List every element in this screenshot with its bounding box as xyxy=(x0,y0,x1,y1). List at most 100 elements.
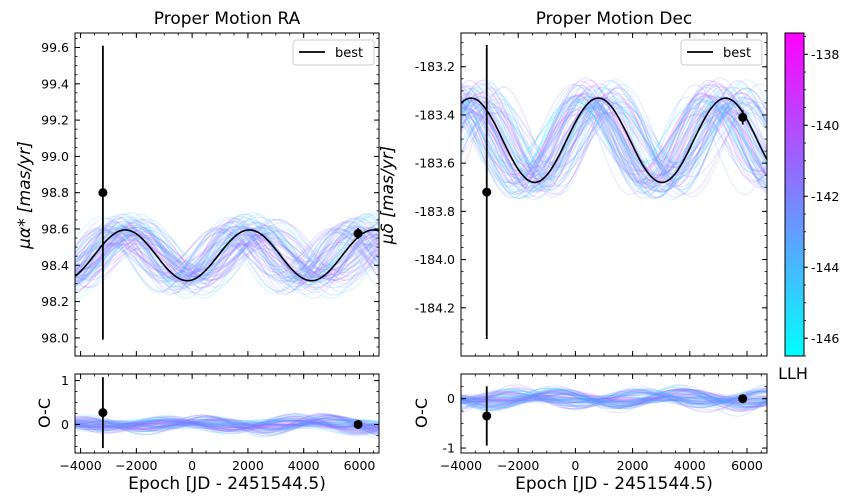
sample-curve xyxy=(75,228,379,275)
sample-curve xyxy=(75,228,379,296)
oc-sample-curve xyxy=(461,387,767,409)
sample-curve xyxy=(461,79,767,188)
sample-curve xyxy=(75,222,379,283)
sample-curve xyxy=(75,230,379,288)
dec-oc-data-points xyxy=(482,386,748,446)
oc-sample-curve xyxy=(461,396,767,406)
oc-sample-curve xyxy=(75,418,379,430)
oc-sample-curve xyxy=(461,396,767,405)
dec-data-points xyxy=(482,45,748,340)
sample-curve xyxy=(75,231,379,274)
oc-sample-curve xyxy=(75,414,379,434)
oc-sample-curve xyxy=(461,392,767,410)
colorbar-tick-label: -146 xyxy=(811,331,839,346)
sample-curve xyxy=(461,77,767,188)
oc-sample-curve xyxy=(461,389,767,410)
oc-sample-curve xyxy=(75,417,379,429)
oc-sample-curve xyxy=(75,418,379,429)
sample-curve xyxy=(75,224,379,284)
oc-sample-curve xyxy=(75,412,379,436)
sample-curve xyxy=(75,232,379,271)
sample-curve xyxy=(461,114,767,176)
oc-sample-curve xyxy=(461,389,767,405)
ra-oc-data-points xyxy=(98,377,363,449)
oc-sample-curve xyxy=(75,422,379,426)
colorbar-tick-label: -144 xyxy=(811,260,839,275)
sample-curve xyxy=(461,108,767,187)
y-tick-label: 0 xyxy=(447,391,455,406)
sample-curve xyxy=(461,91,767,180)
sample-curve xyxy=(75,224,379,276)
sample-curve xyxy=(461,102,767,164)
oc-sample-curve xyxy=(461,394,767,404)
oc-sample-curve xyxy=(461,395,767,403)
oc-sample-curve xyxy=(461,389,767,412)
oc-sample-curve xyxy=(461,390,767,406)
oc-sample-curve xyxy=(75,418,379,428)
oc-sample-curve xyxy=(75,418,379,431)
oc-sample-curve xyxy=(461,386,767,412)
sample-curve xyxy=(461,86,767,199)
sample-curve xyxy=(75,226,379,270)
oc-sample-curve xyxy=(461,387,767,406)
oc-sample-curve xyxy=(75,422,379,431)
sample-curve xyxy=(75,232,379,285)
sample-curve xyxy=(461,106,767,182)
oc-sample-curve xyxy=(461,390,767,405)
x-tick-label: −2000 xyxy=(497,458,539,473)
sample-curve xyxy=(461,102,767,166)
sample-curve xyxy=(461,112,767,185)
oc-sample-curve xyxy=(75,417,379,434)
sample-curve xyxy=(75,226,379,281)
y-tick-label: -1 xyxy=(443,441,455,456)
sample-curve xyxy=(461,95,767,187)
sample-curve xyxy=(461,98,767,184)
sample-curve xyxy=(461,94,767,185)
sample-curve xyxy=(75,221,379,293)
oc-sample-curve xyxy=(461,389,767,410)
data-point xyxy=(353,229,363,239)
sample-curve xyxy=(461,102,767,193)
oc-sample-curve xyxy=(75,419,379,427)
sample-curve xyxy=(461,97,767,193)
oc-sample-curve xyxy=(461,389,767,408)
sample-curve xyxy=(75,243,379,281)
oc-sample-curve xyxy=(461,392,767,408)
y-tick-label: -183.4 xyxy=(415,107,455,122)
oc-sample-curve xyxy=(75,415,379,433)
oc-sample-curve xyxy=(461,396,767,405)
oc-sample-curve xyxy=(461,384,767,413)
sample-curve xyxy=(461,107,767,182)
oc-sample-curve xyxy=(461,395,767,404)
sample-curve xyxy=(461,86,767,188)
sample-curve xyxy=(461,87,767,188)
sample-curve xyxy=(75,215,379,282)
sample-curve xyxy=(461,105,767,179)
ra-sample-curves xyxy=(75,211,379,300)
oc-sample-curve xyxy=(461,387,767,409)
oc-sample-curve xyxy=(75,417,379,435)
oc-sample-curve xyxy=(461,397,767,405)
oc-sample-curve xyxy=(75,419,379,434)
oc-sample-curve xyxy=(75,419,379,431)
oc-sample-curve xyxy=(75,420,379,430)
oc-sample-curve xyxy=(461,385,767,411)
y-tick-label: 98.0 xyxy=(41,330,69,345)
sample-curve xyxy=(461,107,767,176)
oc-sample-curve xyxy=(461,383,767,414)
oc-sample-curve xyxy=(461,388,767,407)
sample-curve xyxy=(75,236,379,289)
sample-curve xyxy=(461,101,767,163)
axes-frame xyxy=(74,373,380,454)
y-tick-label: 98.2 xyxy=(41,294,69,309)
oc-sample-curve xyxy=(461,394,767,402)
y-tick-label: 99.4 xyxy=(41,76,69,91)
sample-curve xyxy=(461,104,767,192)
y-tick-label: 99.6 xyxy=(41,40,69,55)
oc-sample-curve xyxy=(461,392,767,403)
x-tick-label: 6000 xyxy=(731,458,763,473)
sample-curve xyxy=(75,218,379,285)
sample-curve xyxy=(461,113,767,172)
oc-sample-curve xyxy=(461,387,767,413)
